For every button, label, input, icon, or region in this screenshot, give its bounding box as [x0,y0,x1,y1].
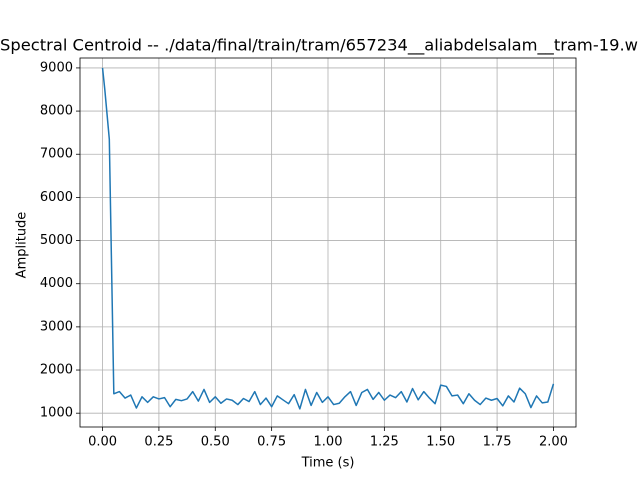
y-tick-label: 5000 [40,233,73,248]
y-tick-label: 2000 [40,363,73,378]
y-tick-label: 3000 [40,319,73,334]
x-tick-label: 1.25 [370,435,399,450]
chart-title: Spectral Centroid -- ./data/final/train/… [0,36,638,56]
plot-frame [79,57,577,428]
y-tick-label: 6000 [40,190,73,205]
x-tick-label: 1.50 [426,435,455,450]
y-tick-label: 7000 [40,147,73,162]
y-tick-label: 9000 [40,60,73,75]
y-tick-label: 8000 [40,104,73,119]
x-tick-label: 2.00 [539,435,568,450]
y-tick-label: 4000 [40,276,73,291]
x-tick-label: 0.00 [88,435,117,450]
x-tick-label: 0.50 [201,435,230,450]
x-tick-label: 0.25 [144,435,173,450]
x-tick-label: 1.00 [314,435,343,450]
x-axis-label: Time (s) [301,456,355,471]
y-tick-label: 1000 [40,406,73,421]
x-tick-label: 1.75 [483,435,512,450]
x-tick-label: 0.75 [257,435,286,450]
y-axis-label: Amplitude [15,212,30,279]
data-line [101,67,555,410]
